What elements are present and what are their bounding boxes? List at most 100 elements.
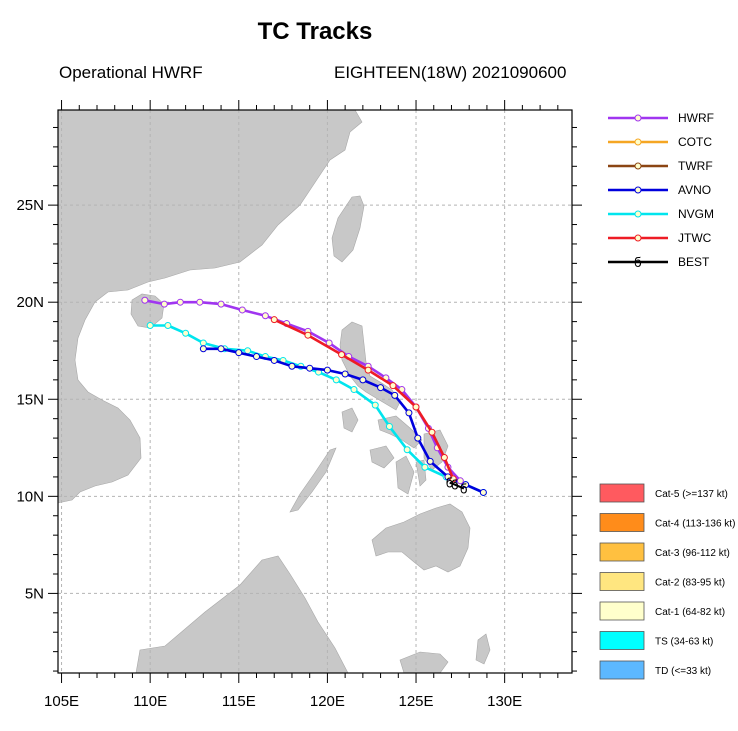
track-point-avno xyxy=(479,488,487,496)
intensity-swatch xyxy=(599,542,645,562)
track-point-avno xyxy=(414,434,422,442)
track-point-nvgm xyxy=(371,401,379,409)
track-point-avno xyxy=(253,353,261,361)
best-track-symbol: ϭ xyxy=(460,483,468,498)
best-track-symbol: ϭ xyxy=(451,479,459,494)
track-point-nvgm xyxy=(244,347,252,355)
track-point-nvgm xyxy=(385,422,393,430)
intensity-label: Cat-4 (113-136 kt) xyxy=(655,519,735,530)
mindoro-island xyxy=(341,407,359,433)
intensity-swatch xyxy=(599,483,645,503)
model-legend: HWRF COTC TWRF AVNO NVGM JTWC ϭ BEST xyxy=(608,111,714,271)
legend-label-nvgm: NVGM xyxy=(678,207,714,221)
track-point-avno xyxy=(235,349,243,357)
track-point-hwrf xyxy=(176,298,184,306)
track-point-hwrf xyxy=(456,477,464,485)
track-best xyxy=(449,481,465,490)
taiwan-island xyxy=(331,195,365,263)
legend-marker-avno xyxy=(634,186,642,194)
mindanao-island xyxy=(371,503,471,573)
y-tick-label: 5N xyxy=(25,585,44,602)
track-point-avno xyxy=(199,345,207,353)
panay-island xyxy=(369,445,395,469)
intensity-label: Cat-5 (>=137 kt) xyxy=(655,489,728,500)
sulawesi-north xyxy=(399,651,449,673)
y-tick-label: 10N xyxy=(16,488,44,505)
track-point-avno xyxy=(341,370,349,378)
x-tick-label: 110E xyxy=(133,693,167,710)
x-tick-label: 120E xyxy=(310,693,345,710)
track-point-nvgm xyxy=(332,376,340,384)
axis-ticks: 105E 110E 115E 120E 125E 130E 5N 10N 15N 20N 25N xyxy=(16,100,582,710)
track-point-jtwc xyxy=(338,351,346,359)
track-point-avno xyxy=(426,457,434,465)
track-point-avno xyxy=(462,481,470,489)
track-point-nvgm xyxy=(164,321,172,329)
track-point-jtwc xyxy=(270,316,278,324)
track-point-hwrf xyxy=(141,296,149,304)
intensity-label: TD (<=33 kt) xyxy=(655,666,711,677)
intensity-label: Cat-2 (83-95 kt) xyxy=(655,578,725,589)
y-tick-label: 20N xyxy=(16,294,44,311)
model-label: Operational HWRF xyxy=(59,63,203,82)
x-tick-label: 115E xyxy=(222,693,256,710)
track-point-jtwc xyxy=(389,382,397,390)
y-tick-label: 25N xyxy=(16,197,44,214)
negros-cebu-islands xyxy=(395,455,427,495)
track-point-avno xyxy=(217,345,225,353)
track-point-hwrf xyxy=(238,306,246,314)
intensity-label: Cat-1 (64-82 kt) xyxy=(655,607,725,618)
track-point-avno xyxy=(288,362,296,370)
track-point-jtwc xyxy=(304,331,312,339)
intensity-swatch xyxy=(599,601,645,621)
intensity-swatch xyxy=(599,572,645,591)
track-point-jtwc xyxy=(412,403,420,411)
intensity-swatch xyxy=(599,513,645,532)
track-point-nvgm xyxy=(403,446,411,454)
land-layer xyxy=(58,110,491,673)
track-point-avno xyxy=(391,391,399,399)
track-point-avno xyxy=(323,366,331,374)
legend-marker-jtwc xyxy=(634,234,642,242)
graticule xyxy=(58,110,572,673)
x-tick-label: 125E xyxy=(399,693,434,710)
halmahera-island xyxy=(475,633,491,665)
palawan-island xyxy=(289,447,337,513)
track-point-avno xyxy=(377,384,385,392)
track-point-nvgm xyxy=(350,386,358,394)
track-point-jtwc xyxy=(428,428,436,436)
track-point-jtwc xyxy=(449,475,457,483)
luzon-island xyxy=(339,321,401,411)
track-point-nvgm xyxy=(199,339,207,347)
borneo-north xyxy=(135,555,349,673)
legend-label-hwrf: HWRF xyxy=(678,111,714,125)
intensity-swatch xyxy=(599,631,645,650)
track-point-nvgm xyxy=(421,463,429,471)
track-point-nvgm xyxy=(182,329,190,337)
track-point-avno xyxy=(270,356,278,364)
track-point-hwrf xyxy=(196,298,204,306)
track-point-jtwc xyxy=(364,366,372,374)
track-point-avno xyxy=(306,364,314,372)
storm-label: EIGHTEEN(18W) 2021090600 xyxy=(334,63,567,82)
track-point-avno xyxy=(359,376,367,384)
legend-label-cotc: COTC xyxy=(678,135,712,149)
legend-label-jtwc: JTWC xyxy=(678,231,712,245)
track-point-hwrf xyxy=(217,300,225,308)
legend-marker-cotc xyxy=(634,138,642,146)
intensity-swatch xyxy=(599,660,645,680)
intensity-label: TS (34-63 kt) xyxy=(655,637,713,648)
map-frame xyxy=(57,109,573,674)
track-point-hwrf xyxy=(160,300,168,308)
track-point-hwrf xyxy=(261,312,269,320)
legend-marker-twrf xyxy=(634,162,642,170)
x-tick-label: 105E xyxy=(44,693,79,710)
y-tick-label: 15N xyxy=(16,391,44,408)
intensity-label: Cat-3 (96-112 kt) xyxy=(655,548,730,559)
legend-marker-hwrf xyxy=(634,114,642,122)
legend-label-twrf: TWRF xyxy=(678,159,713,173)
track-point-nvgm xyxy=(146,321,154,329)
x-tick-label: 130E xyxy=(487,693,522,710)
legend-label-avno: AVNO xyxy=(678,183,711,197)
